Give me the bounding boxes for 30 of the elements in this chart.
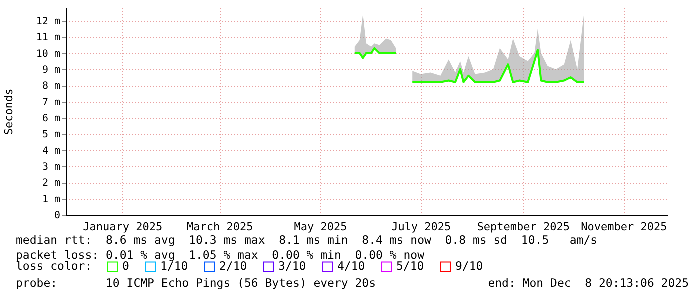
y-tick-label: 12 m (36, 16, 60, 28)
text: packet loss: 0.01 % avg 1.05 % max 0.00 % min 0.00 % now (16, 248, 424, 262)
legend-label: 9/10 (456, 259, 484, 274)
y-tick-label: 0 (54, 210, 60, 222)
text: median rtt: 8.6 ms avg 10.3 ms max 8.1 ms min 8.4 ms now 0.8 ms sd 10.5 am/s (16, 233, 598, 247)
y-tick-label: 8 m (42, 81, 60, 92)
text: end: Mon Dec 8 20:13:06 2025 (488, 276, 689, 290)
y-tick-label: 3 m (42, 162, 60, 173)
x-tick-label: May 2025 (294, 220, 348, 234)
x-tick-label: January 2025 (83, 220, 163, 234)
legend-label: 0 (122, 259, 130, 274)
y-tick-label: 7 m (42, 97, 60, 108)
x-tick-label: July 2025 (392, 220, 452, 234)
y-axis-title: Seconds (2, 88, 16, 136)
text: probe: 10 ICMP Echo Pings (56 Bytes) every 20s (16, 276, 376, 290)
y-tick-label: 6 m (42, 113, 60, 124)
legend-label: 5/10 (396, 259, 424, 274)
x-tick-label: March 2025 (187, 220, 254, 234)
y-tick-label: 1 m (42, 194, 60, 206)
y-tick-label: 10 m (36, 48, 60, 60)
y-tick-label: 5 m (42, 130, 60, 141)
y-tick-label: 2 m (42, 178, 60, 190)
legend-label: 3/10 (278, 259, 306, 274)
x-tick-label: November 2025 (581, 220, 668, 234)
legend-label: 4/10 (338, 259, 366, 274)
y-tick-label: 9 m (42, 64, 60, 76)
legend-label: 2/10 (220, 259, 248, 274)
x-tick-label: September 2025 (477, 220, 570, 234)
y-tick-label: 4 m (42, 146, 60, 157)
y-tick-label: 11 m (36, 32, 60, 44)
